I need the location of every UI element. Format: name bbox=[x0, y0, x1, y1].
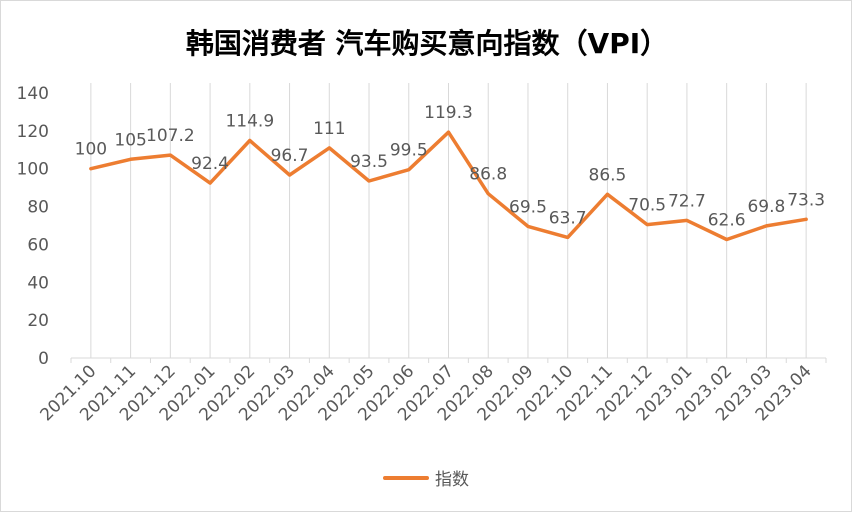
data-point-2023.04 bbox=[804, 217, 808, 221]
data-label-2022.12: 70.5 bbox=[628, 196, 666, 216]
data-point-2022.06 bbox=[407, 168, 411, 172]
y-tick-label-0: 0 bbox=[38, 349, 49, 369]
y-tick-label-60: 60 bbox=[27, 235, 49, 255]
data-point-2022.05 bbox=[367, 179, 371, 183]
data-label-2022.04: 111 bbox=[313, 119, 345, 139]
data-label-2022.05: 93.5 bbox=[350, 152, 388, 172]
data-point-2022.11 bbox=[605, 192, 609, 196]
legend-label-0: 指数 bbox=[435, 470, 469, 490]
y-tick-label-120: 120 bbox=[17, 122, 49, 142]
y-tick-label-20: 20 bbox=[27, 311, 49, 331]
data-point-2023.02 bbox=[725, 238, 729, 242]
y-tick-label-100: 100 bbox=[17, 160, 49, 180]
y-tick-label-80: 80 bbox=[27, 198, 49, 218]
x-axis-ticks: 2021.102021.112021.122022.012022.022022.… bbox=[37, 361, 816, 425]
data-label-2022.01: 92.4 bbox=[191, 154, 229, 174]
data-point-2022.02 bbox=[248, 139, 252, 143]
data-point-2022.09 bbox=[526, 224, 530, 228]
data-label-2022.09: 69.5 bbox=[509, 197, 547, 217]
data-point-2022.10 bbox=[566, 235, 570, 239]
data-label-2022.11: 86.5 bbox=[589, 165, 627, 185]
data-point-2022.08 bbox=[486, 192, 490, 196]
data-point-2023.01 bbox=[685, 218, 689, 222]
data-label-2022.07: 119.3 bbox=[424, 103, 473, 123]
data-point-2022.01 bbox=[208, 181, 212, 185]
data-label-2021.12: 107.2 bbox=[146, 126, 195, 146]
data-point-2022.12 bbox=[645, 223, 649, 227]
data-label-2023.01: 72.7 bbox=[668, 191, 706, 211]
legend: 指数 bbox=[383, 470, 469, 490]
y-axis-ticks: 0 20 40 60 80 100 120 140 bbox=[17, 84, 49, 369]
data-label-2021.10: 100 bbox=[75, 140, 107, 160]
data-label-2021.11: 105 bbox=[114, 130, 146, 150]
data-point-2021.10 bbox=[89, 167, 93, 171]
data-label-2022.08: 86.8 bbox=[469, 165, 507, 185]
data-point-2023.03 bbox=[764, 224, 768, 228]
data-label-2023.03: 69.8 bbox=[747, 197, 785, 217]
data-point-2022.04 bbox=[327, 146, 331, 150]
chart-title: 韩国消费者 汽车购买意向指数（VPI） bbox=[186, 27, 668, 60]
data-label-2022.02: 114.9 bbox=[225, 112, 274, 132]
y-tick-label-140: 140 bbox=[17, 84, 49, 104]
data-label-2022.10: 63.7 bbox=[549, 208, 587, 228]
data-point-2022.03 bbox=[288, 173, 292, 177]
data-label-2022.03: 96.7 bbox=[271, 146, 309, 166]
data-point-2021.12 bbox=[168, 153, 172, 157]
series-lines bbox=[89, 130, 808, 242]
data-label-2023.04: 73.3 bbox=[787, 190, 825, 210]
data-label-2023.02: 62.6 bbox=[708, 211, 746, 231]
axes bbox=[70, 357, 827, 363]
y-tick-label-40: 40 bbox=[27, 273, 49, 293]
data-point-2022.07 bbox=[447, 130, 450, 134]
data-label-2022.06: 99.5 bbox=[390, 141, 428, 161]
data-point-2021.11 bbox=[129, 157, 133, 161]
gridlines bbox=[90, 83, 807, 358]
